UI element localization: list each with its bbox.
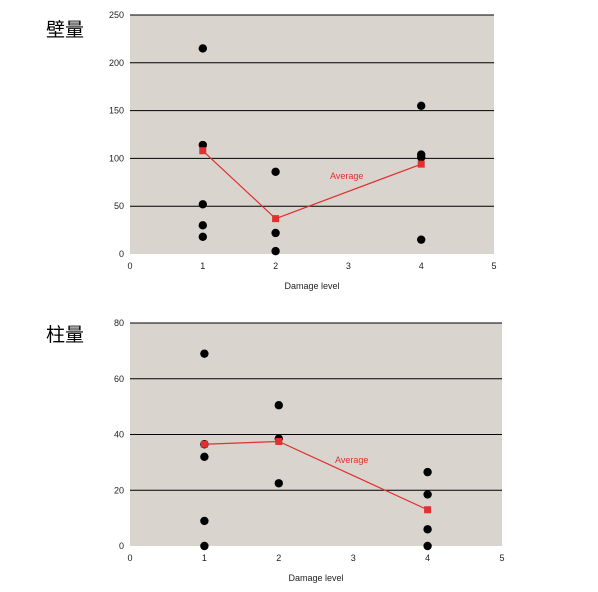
average-point [417,160,425,168]
data-point [200,349,209,358]
wall-amount-chart: 壁量 0 50 100 150 200 250 0 1 2 3 4 5 Damage level Avera… [46,10,497,291]
x-tick-label: 1 [200,261,205,271]
y-tick-label: 250 [109,10,124,20]
x-tick-label: 2 [273,261,278,271]
x-tick-label: 1 [202,553,207,563]
data-point [200,541,209,551]
x-tick-label: 0 [127,553,132,563]
data-point [423,541,432,551]
data-point [417,235,426,244]
average-label: Average [335,455,368,465]
chart-title: 壁量 [46,19,84,41]
x-tick-label: 3 [351,553,356,563]
x-axis-label: Damage level [284,281,339,291]
data-point [423,467,432,477]
y-tick-label: 20 [114,485,124,495]
average-point [275,437,283,445]
x-tick-label: 4 [425,553,430,563]
average-point [200,440,208,448]
data-point [423,525,432,534]
data-point [198,200,207,209]
x-tick-label: 0 [127,261,132,271]
average-point [424,506,432,514]
y-tick-label: 40 [114,430,124,440]
average-label: Average [330,171,363,181]
data-point [274,479,283,488]
x-tick-label: 3 [346,261,351,271]
x-tick-label: 5 [499,553,504,563]
column-amount-chart: 柱量 0 20 40 60 80 0 1 2 3 4 5 Damage level Average [46,318,505,583]
data-point [417,153,426,162]
data-point [423,490,432,499]
chart-title: 柱量 [46,324,84,346]
data-point [198,232,207,241]
data-point [271,228,280,238]
y-tick-label: 80 [114,318,124,328]
x-tick-label: 2 [276,553,281,563]
average-point [199,147,207,155]
y-tick-label: 150 [109,106,124,116]
data-point [198,221,207,230]
y-tick-label: 0 [119,249,124,259]
data-point [198,140,207,150]
y-tick-label: 60 [114,374,124,384]
data-point [271,246,280,256]
y-tick-label: 0 [119,541,124,551]
x-tick-label: 5 [491,261,496,271]
x-axis-label: Damage level [288,573,343,583]
y-tick-label: 100 [109,153,124,163]
average-point [272,215,280,223]
data-point [200,516,209,526]
data-point [200,452,209,461]
x-tick-label: 4 [419,261,424,271]
plot-area [130,15,494,254]
data-point [274,401,283,410]
y-tick-label: 200 [109,58,124,68]
data-point [417,101,426,111]
data-point [271,167,280,176]
y-tick-label: 50 [114,201,124,211]
data-point [198,44,207,53]
